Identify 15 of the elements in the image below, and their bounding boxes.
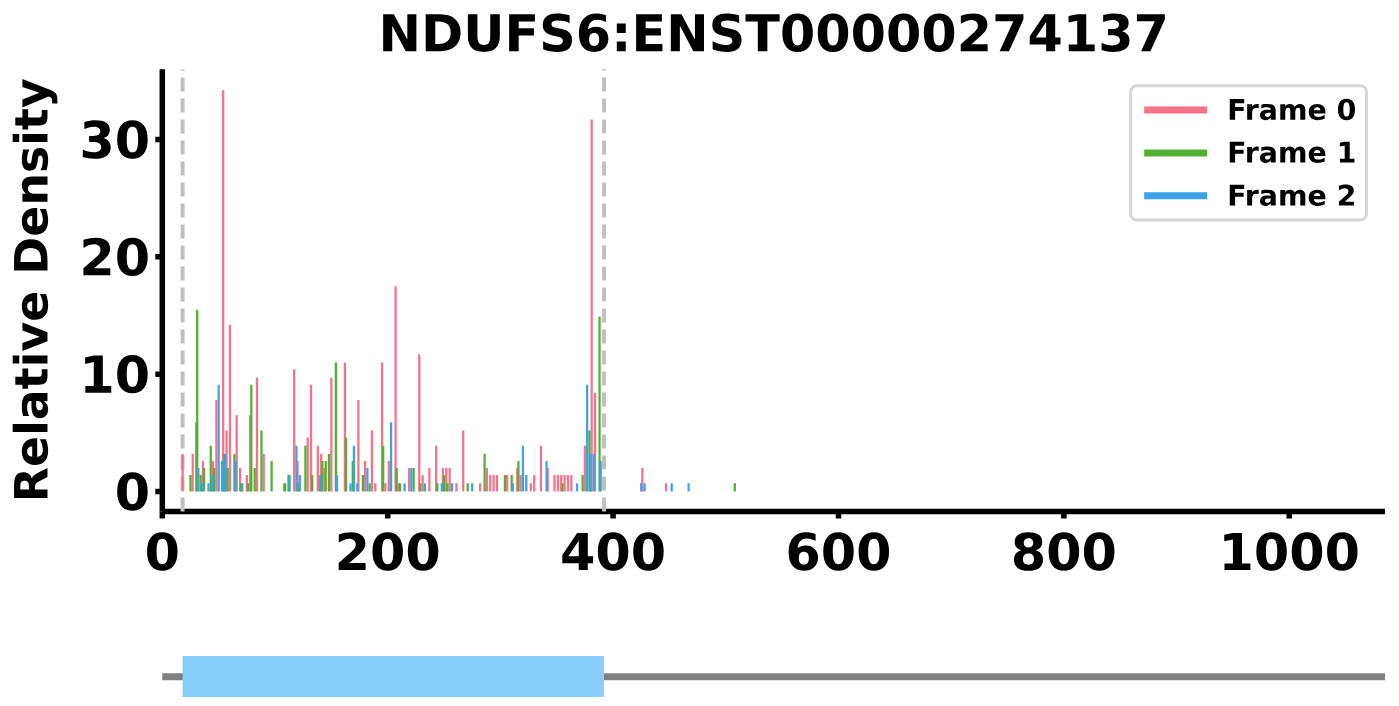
- y-tick-label: 0: [117, 472, 148, 511]
- y-tick-label: 10: [85, 354, 148, 394]
- chart-title: NDUFS6:ENST00000274137: [383, 13, 1165, 52]
- y-axis-title: Relative Density: [12, 79, 58, 499]
- y-tick-label: 20: [83, 237, 148, 277]
- x-tick-label: 1000: [1224, 532, 1358, 571]
- x-tick-label: 600: [788, 532, 890, 571]
- legend-label: Frame 1: [1229, 141, 1355, 163]
- legend-label: Frame 2: [1229, 184, 1354, 206]
- x-tick-label: 0: [147, 532, 178, 571]
- legend-label: Frame 0: [1229, 98, 1356, 121]
- x-tick-label: 200: [338, 532, 439, 571]
- x-tick-label: 800: [1013, 532, 1115, 571]
- x-tick-label: 400: [562, 532, 664, 571]
- y-tick-label: 30: [82, 120, 148, 159]
